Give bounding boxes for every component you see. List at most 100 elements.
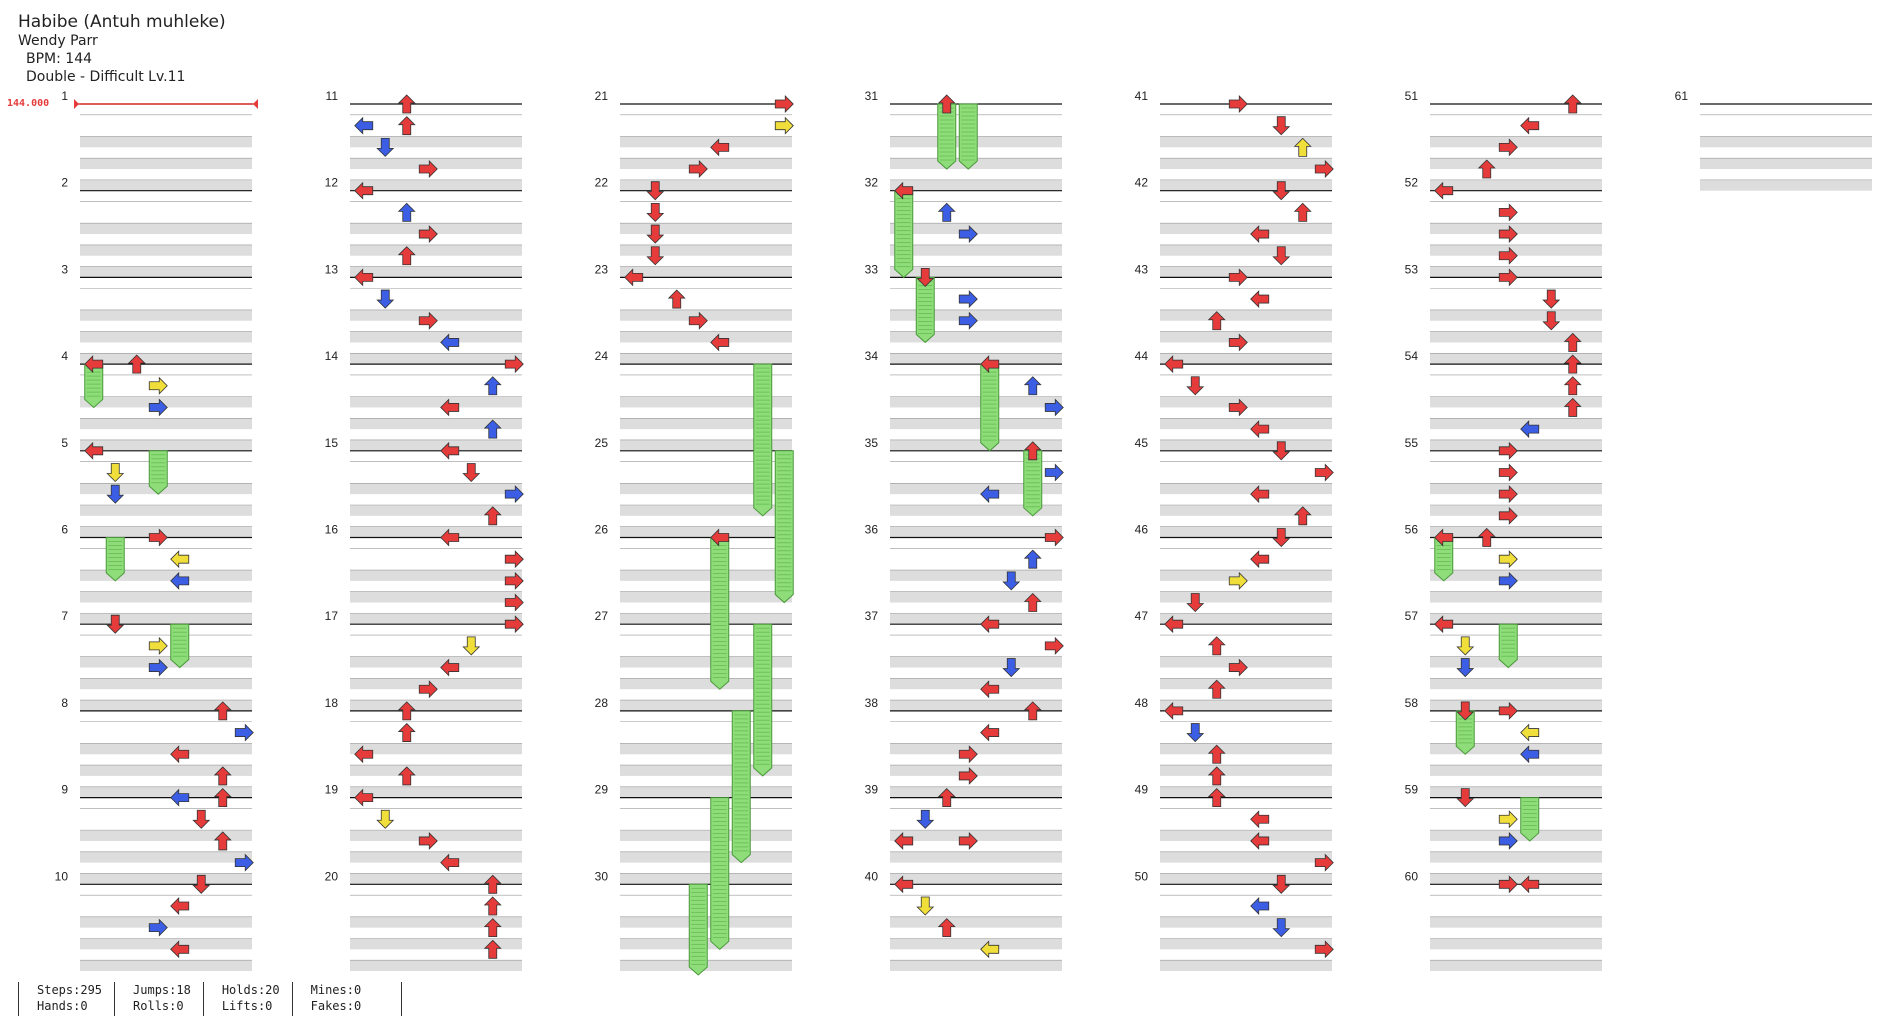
step-arrow (106, 614, 125, 634)
beat-stripe (350, 591, 522, 603)
beat-stripe (1430, 309, 1602, 321)
step-arrow (1314, 463, 1334, 482)
step-arrow (958, 745, 978, 764)
arrow-shape (1207, 766, 1226, 786)
step-arrow (1434, 181, 1454, 200)
step-arrow (1164, 355, 1184, 374)
beat-stripe (80, 504, 252, 516)
step-arrow (148, 636, 168, 655)
measure-number: 33 (865, 262, 879, 276)
step-arrow (894, 831, 914, 850)
arrow-shape (1044, 636, 1064, 655)
arrow-shape (1498, 831, 1518, 850)
arrow-shape (483, 376, 502, 396)
arrow-shape (937, 918, 956, 938)
measure-number: 12 (325, 176, 339, 190)
step-arrow (646, 246, 665, 266)
step-arrow (1498, 506, 1518, 525)
beat-stripe (80, 353, 252, 365)
arrow-shape (1293, 202, 1312, 222)
step-arrow (1228, 268, 1248, 287)
beat-stripe (1160, 483, 1332, 495)
beat-stripe (350, 353, 522, 365)
step-arrow (397, 723, 416, 742)
beat-stripe (890, 786, 1062, 798)
arrow-shape (127, 354, 146, 374)
arrow-shape (710, 138, 730, 157)
step-arrow (213, 766, 232, 786)
measure-number: 42 (1135, 176, 1149, 190)
hold-body (1498, 623, 1518, 669)
step-arrow (688, 160, 708, 178)
beat-stripe (80, 786, 252, 798)
step-arrow (1002, 571, 1021, 591)
beat-stripe (1160, 418, 1332, 430)
beat-stripe (890, 656, 1062, 668)
stat-fakes: Fakes:0 (310, 999, 362, 1013)
hold-note (958, 103, 978, 170)
step-arrow (958, 290, 978, 309)
arrow-shape (646, 224, 665, 244)
step-arrow (1228, 571, 1248, 590)
arrow-shape (1498, 701, 1518, 720)
step-arrow (84, 441, 104, 460)
beat-stripe (1430, 873, 1602, 885)
hold-note (1434, 537, 1454, 582)
step-arrow (1207, 636, 1226, 656)
measure-number: 52 (1405, 176, 1419, 190)
step-arrow (483, 918, 502, 938)
step-arrow (1272, 116, 1291, 136)
step-arrow (440, 441, 460, 460)
measure-number: 7 (61, 609, 68, 623)
arrow-shape (483, 506, 502, 526)
step-arrow (1293, 137, 1312, 157)
beat-stripe (620, 743, 792, 755)
beat-stripe (350, 938, 522, 950)
measure-number: 8 (61, 696, 68, 710)
beat-stripe (1430, 158, 1602, 170)
measure-number: 14 (325, 349, 339, 363)
measure-number: 31 (865, 89, 879, 103)
step-arrow (1186, 723, 1205, 743)
arrow-shape (1228, 268, 1248, 287)
hold-note (937, 103, 957, 170)
arrow-shape (980, 355, 1000, 374)
beat-stripe (1430, 591, 1602, 603)
arrow-shape (1498, 246, 1518, 265)
arrow-shape (916, 267, 935, 287)
step-arrow (1044, 528, 1064, 547)
arrow-shape (1498, 138, 1518, 157)
hold-note (105, 537, 125, 582)
beat-stripe (890, 309, 1062, 321)
step-arrow (1207, 744, 1226, 764)
beat-stripe (620, 591, 792, 603)
beat-stripe (350, 700, 522, 711)
measure-number: 40 (865, 869, 879, 883)
arrow-shape (440, 441, 460, 460)
measure-number: 17 (325, 609, 339, 623)
stat-rolls: Rolls:0 (133, 999, 184, 1013)
arrow-shape (1456, 701, 1475, 721)
step-arrow (483, 939, 502, 959)
beat-stripe (1430, 570, 1602, 581)
step-arrow (958, 831, 978, 850)
step-arrow (1250, 810, 1270, 829)
step-arrow (1207, 766, 1226, 786)
step-arrow (1542, 289, 1561, 309)
step-arrow (1164, 615, 1184, 634)
arrow-shape (418, 160, 438, 178)
step-arrow (1498, 225, 1518, 244)
step-arrow (234, 723, 254, 742)
beat-stripe (1430, 179, 1602, 191)
step-arrow (170, 571, 190, 590)
step-arrow (1164, 701, 1184, 720)
measure-number: 25 (595, 436, 609, 450)
stats-bar: Steps:295 Hands:0 Jumps:18 Rolls:0 Holds… (18, 982, 402, 1020)
beat-stripe (1430, 223, 1602, 235)
arrow-shape (774, 95, 794, 113)
step-arrow (1563, 94, 1582, 114)
beat-stripe (1430, 613, 1602, 625)
arrow-shape (397, 701, 416, 721)
beat-stripe (890, 830, 1062, 841)
bpm-marker-left (74, 99, 79, 109)
